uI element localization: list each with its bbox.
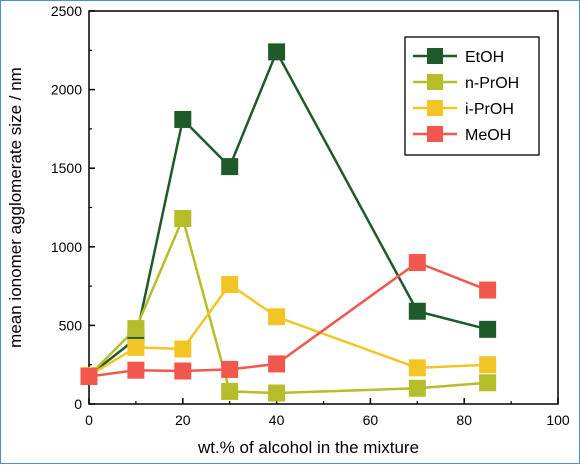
x-tick-label: 80 (456, 412, 472, 428)
data-point (268, 43, 286, 61)
data-point (127, 361, 145, 379)
data-point (268, 355, 286, 373)
data-point (221, 360, 239, 378)
data-point (268, 308, 286, 326)
data-point (268, 384, 286, 402)
legend-marker (427, 48, 443, 64)
series-layer (80, 43, 497, 402)
x-tick-label: 60 (363, 412, 379, 428)
data-point (221, 158, 239, 176)
y-tick-label: 1000 (51, 239, 82, 255)
data-point (127, 338, 145, 356)
x-tick-label: 40 (269, 412, 285, 428)
y-tick-label: 1500 (51, 160, 82, 176)
legend-label: i-PrOH (465, 101, 514, 118)
data-point (221, 382, 239, 400)
legend-marker (427, 126, 443, 142)
legend: EtOH n-PrOH i-PrOH MeOH (404, 36, 540, 156)
y-tick-label: 2000 (51, 82, 82, 98)
data-point (221, 276, 239, 294)
y-axis-label: mean ionomer agglomerate size / nm (6, 67, 25, 348)
legend-label: EtOH (465, 49, 504, 66)
data-point (408, 379, 426, 397)
data-point (479, 374, 497, 392)
legend-label: MeOH (465, 127, 511, 144)
data-point (479, 320, 497, 338)
data-point (174, 210, 192, 228)
data-point (174, 340, 192, 358)
data-point (174, 110, 192, 128)
x-tick-label: 0 (85, 412, 93, 428)
x-tick-label: 100 (546, 412, 570, 428)
data-point (174, 362, 192, 380)
markers-meoh (80, 254, 497, 385)
x-tick-label: 20 (175, 412, 191, 428)
legend-label: n-PrOH (465, 75, 519, 92)
y-tick-label: 2500 (51, 3, 82, 19)
y-tick-label: 0 (74, 396, 82, 412)
data-point (80, 367, 98, 385)
data-point (408, 302, 426, 320)
data-point (408, 254, 426, 272)
data-point (408, 359, 426, 377)
y-tick-label: 500 (59, 317, 83, 333)
data-point (127, 320, 145, 338)
legend-marker (427, 74, 443, 90)
x-axis-label: wt.% of alcohol in the mixture (197, 438, 419, 457)
data-point (479, 356, 497, 374)
legend-marker (427, 100, 443, 116)
data-point (479, 281, 497, 299)
